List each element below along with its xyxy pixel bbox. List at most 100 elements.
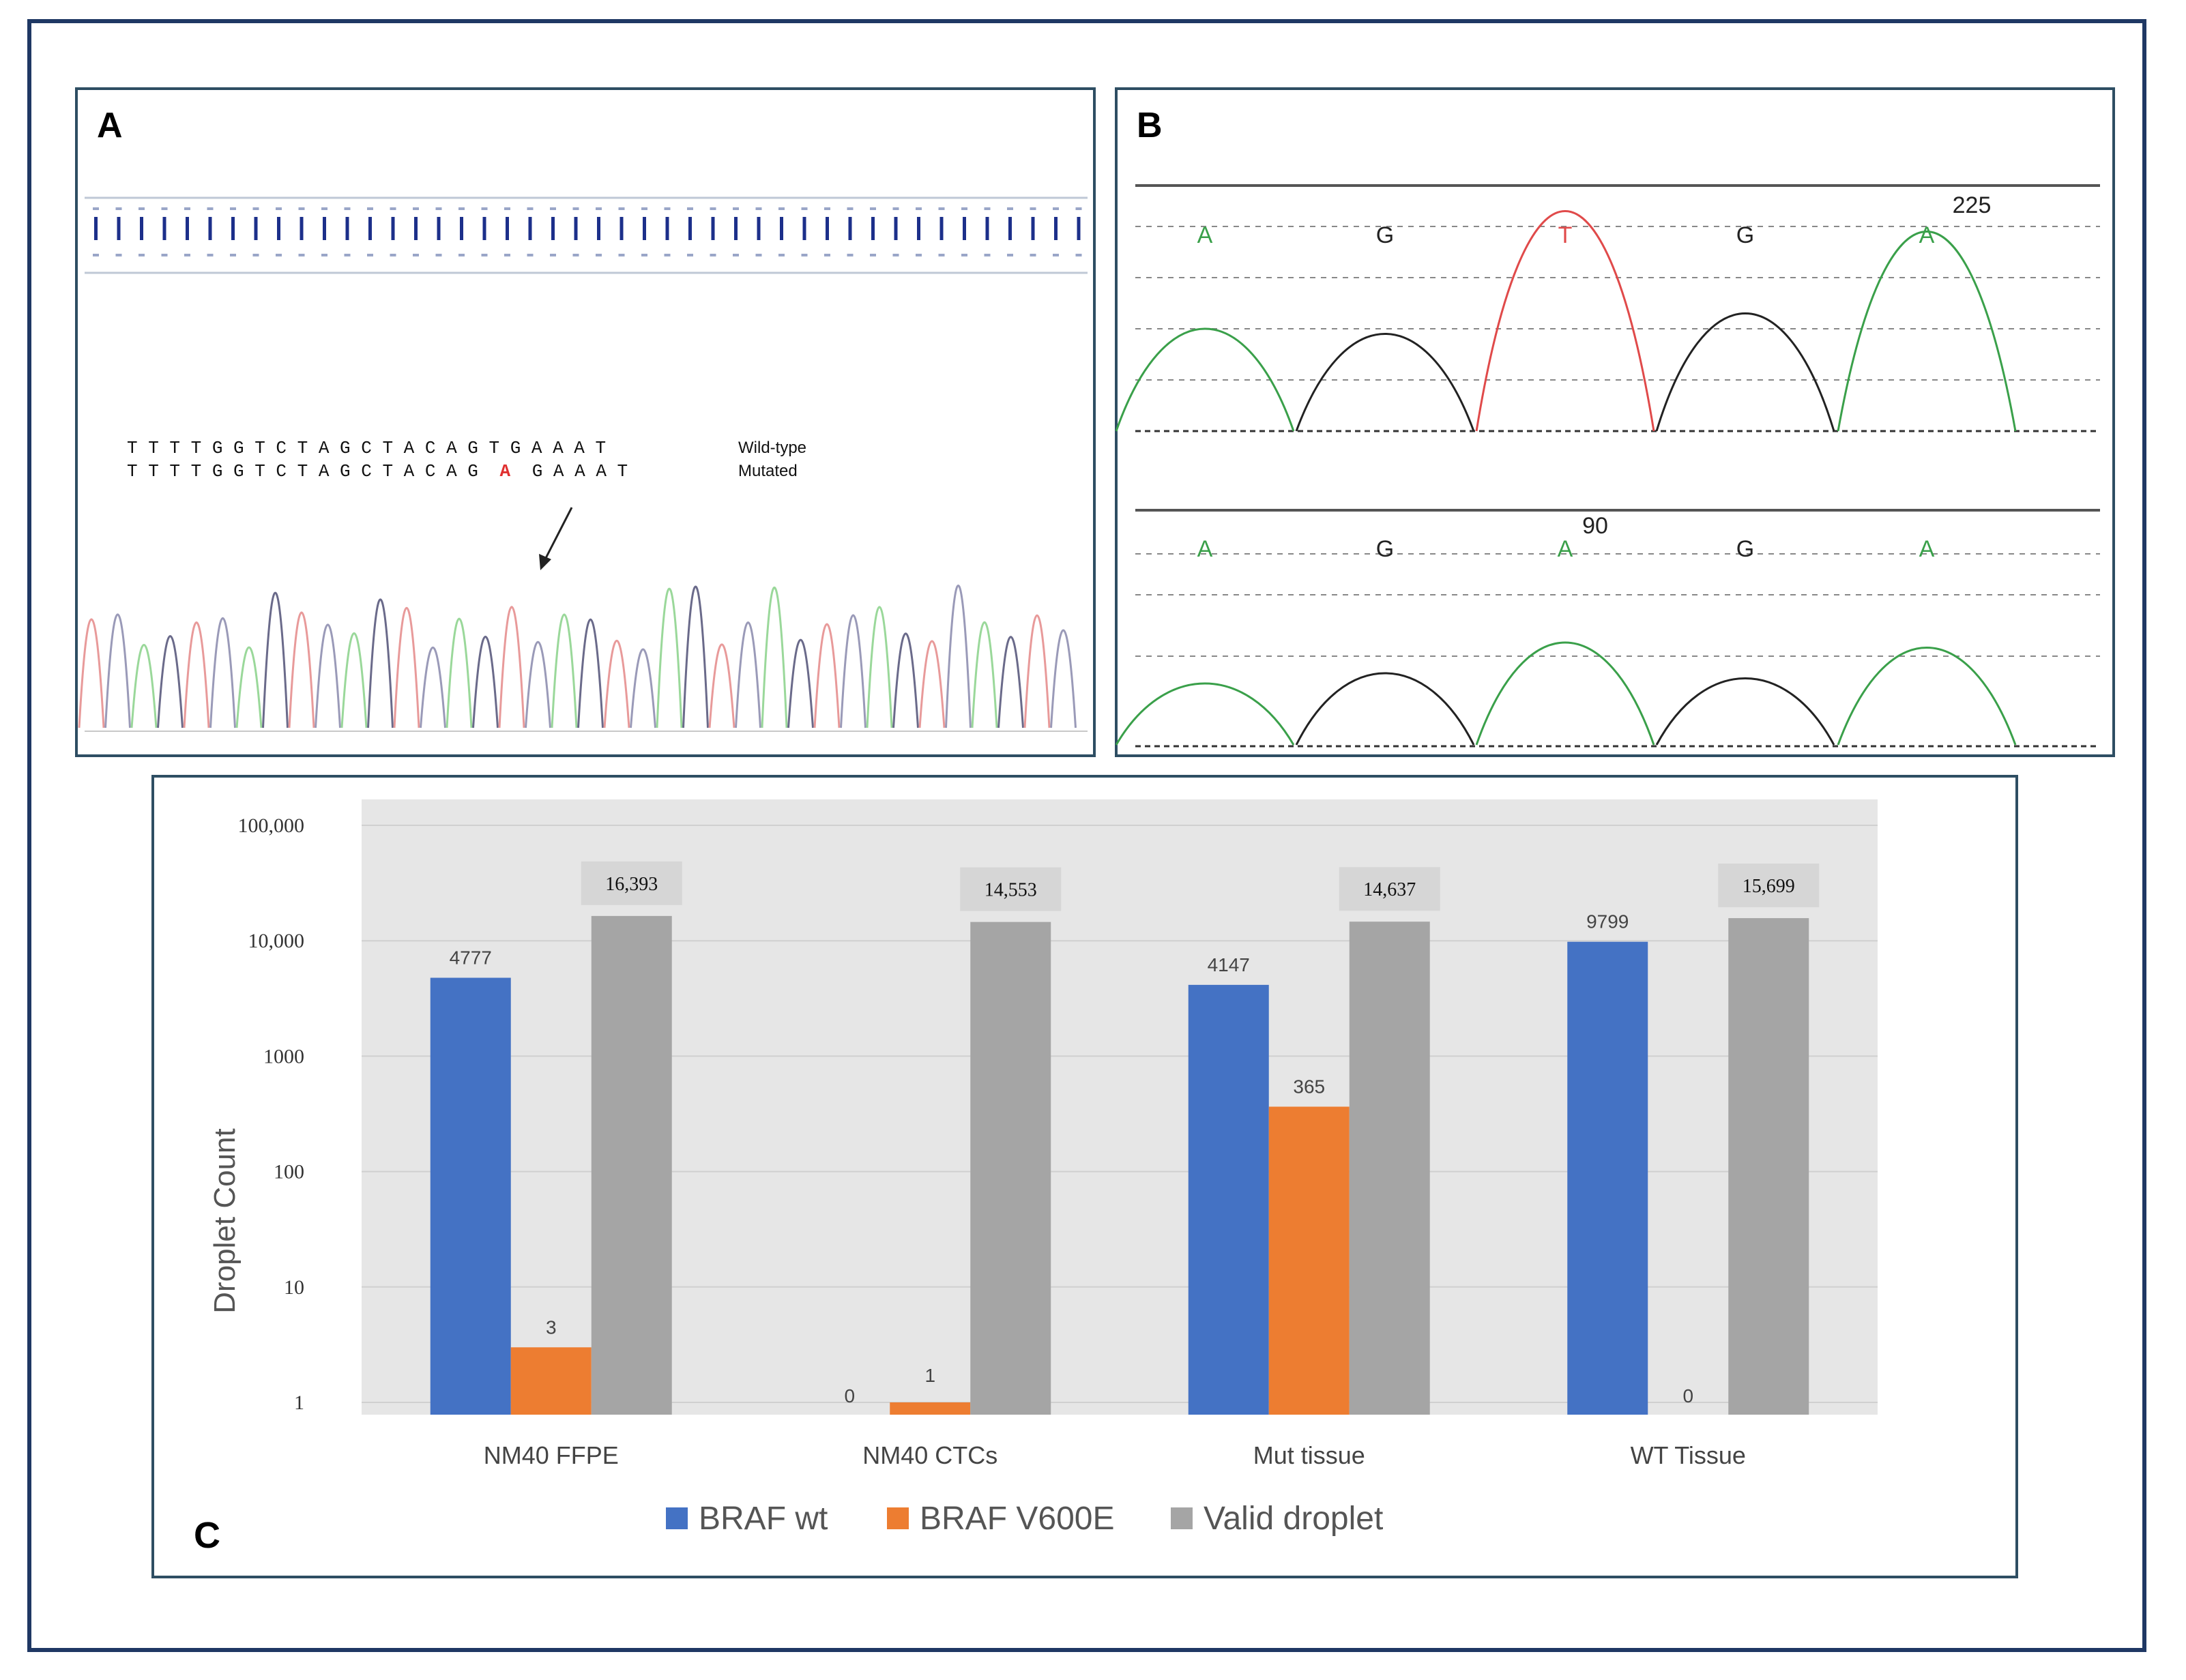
- ruler-mark: [801, 207, 808, 210]
- bar-value-label: 4777: [450, 947, 492, 968]
- ruler-tick: [391, 217, 395, 240]
- pyro-peak: [1655, 677, 1835, 746]
- ruler-mark: [481, 207, 488, 210]
- ruler-mark: [481, 254, 488, 256]
- sequence-ruler: [93, 207, 1082, 256]
- trace-peak: [918, 640, 946, 728]
- mutated-sequence: T T T T G G T C T A G C T A C A G A G A …: [127, 461, 628, 482]
- panel-c-letter: C: [194, 1515, 220, 1556]
- ruler-tick: [1054, 217, 1058, 240]
- ruler-mark: [367, 207, 373, 210]
- mutated-seq-suffix: G A A A T: [532, 461, 628, 482]
- ruler-tick: [528, 217, 532, 240]
- trace-peak: [525, 641, 551, 728]
- panel-b: B A G T G A 225 A G A G A 90: [1115, 87, 2115, 757]
- top-base-label: G: [1736, 222, 1754, 248]
- trace-peak: [656, 587, 683, 728]
- ruler-tick: [368, 217, 372, 240]
- ruler-mark: [710, 207, 716, 210]
- ruler-tick: [208, 217, 212, 240]
- wild-type-sequence: T T T T G G T C T A G C T A C A G T G A …: [127, 438, 606, 458]
- ruler-tick: [1008, 217, 1012, 240]
- ruler-mark: [596, 254, 602, 256]
- trace-peak: [761, 586, 788, 728]
- ruler-tick: [734, 217, 738, 240]
- ruler-tick: [300, 217, 304, 240]
- ruler-mark: [367, 254, 373, 256]
- pyro-peak: [1295, 333, 1475, 432]
- ruler-mark: [778, 207, 785, 210]
- ruler-mark: [916, 254, 922, 256]
- ruler-mark: [321, 207, 327, 210]
- ruler-mark: [230, 254, 236, 256]
- ruler-mark: [298, 207, 305, 210]
- category-label: NM40 CTCs: [862, 1441, 997, 1469]
- ruler-mark: [916, 207, 922, 210]
- trace-peak: [367, 598, 394, 728]
- ruler-tick: [437, 217, 441, 240]
- ruler-mark: [618, 254, 625, 256]
- panel-a: A T T T T G G T C T A G C T A C A G T G …: [75, 87, 1096, 757]
- bar-value-label: 0: [844, 1385, 855, 1406]
- ruler-mark: [550, 254, 556, 256]
- ruler-mark: [1075, 207, 1082, 210]
- legend-label: BRAF V600E: [920, 1501, 1114, 1537]
- category-label: NM40 FFPE: [484, 1441, 619, 1469]
- trace-peak: [708, 643, 735, 728]
- wild-type-label: Wild-type: [738, 439, 806, 457]
- trace-peak: [971, 621, 998, 728]
- total-label-box: [960, 867, 1062, 911]
- trace-peak: [235, 646, 263, 728]
- ruler-tick: [711, 217, 715, 240]
- trace-peak: [813, 623, 841, 728]
- pyro-peak: [1295, 672, 1475, 746]
- trace-peak: [340, 632, 368, 728]
- bar-value-label: 0: [1682, 1385, 1693, 1406]
- ruler-tick: [345, 217, 349, 240]
- ruler-mark: [458, 207, 465, 210]
- bars: 4777 3 16,393 0 1 14,553 4147 365 14,637 9799 0 15,…: [430, 861, 1820, 1415]
- ruler-mark: [824, 254, 830, 256]
- top-peak-number: 225: [1953, 192, 1992, 218]
- legend-swatch: [666, 1507, 688, 1529]
- ruler-mark: [1075, 254, 1082, 256]
- trace-peak: [1023, 614, 1051, 728]
- sanger-trace: [78, 584, 1077, 728]
- ruler-mark: [207, 254, 214, 256]
- top-trace: [1115, 210, 2017, 432]
- bottom-peak-number: 90: [1582, 513, 1608, 539]
- ruler-tick: [574, 217, 578, 240]
- legend: BRAF wt BRAF V600E Valid droplet: [666, 1501, 1383, 1537]
- ruler-mark: [252, 254, 259, 256]
- bar-valid-droplet: [970, 922, 1051, 1415]
- ruler-mark: [527, 207, 534, 210]
- ruler-tick: [506, 217, 509, 240]
- category-label: WT Tissue: [1631, 1441, 1746, 1469]
- bar-braf-v600e: [510, 1347, 592, 1415]
- trace-peak: [157, 635, 184, 728]
- bar-value-label: 15,699: [1743, 876, 1795, 897]
- y-axis-ticks: 1 10 100 1000 10,000 100,000: [238, 814, 305, 1414]
- bar-valid-droplet: [591, 915, 672, 1415]
- ruler-tick: [254, 217, 258, 240]
- y-tick-label: 100,000: [238, 814, 305, 837]
- trace-peak: [498, 606, 525, 728]
- ruler-mark: [710, 254, 716, 256]
- mutation-arrow-icon: [539, 507, 573, 570]
- ruler-mark: [961, 254, 967, 256]
- trace-peak: [262, 591, 289, 728]
- ruler-mark: [664, 254, 671, 256]
- y-tick-label: 1: [294, 1391, 304, 1414]
- pyro-peak: [1655, 312, 1835, 432]
- ruler-tick: [117, 217, 121, 240]
- ruler-mark: [733, 254, 739, 256]
- y-tick-label: 10: [284, 1276, 304, 1299]
- ruler-mark: [870, 254, 876, 256]
- bar-value-label: 4147: [1208, 954, 1250, 975]
- ruler-mark: [184, 254, 190, 256]
- ruler-mark: [1007, 207, 1013, 210]
- top-base-label: A: [1197, 222, 1213, 248]
- top-base-label: G: [1376, 222, 1394, 248]
